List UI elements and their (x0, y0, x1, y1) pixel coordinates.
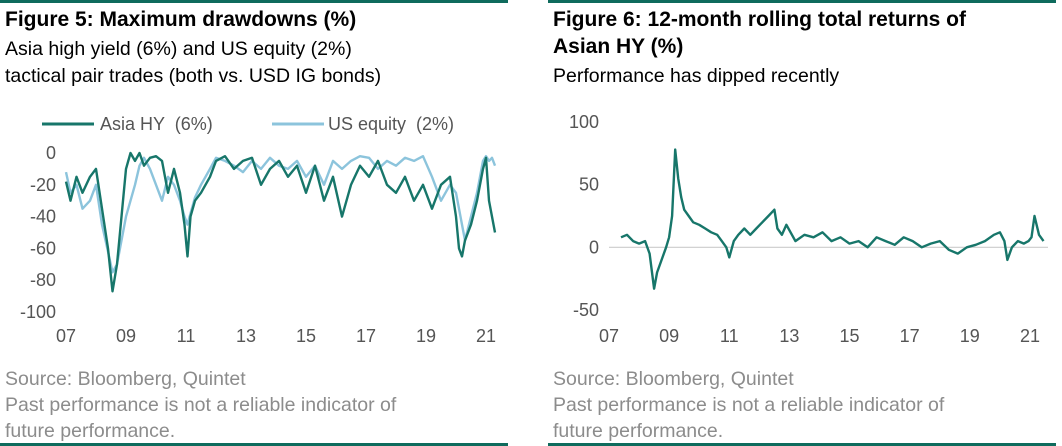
figure-6-title-line1: Figure 6: 12-month rolling total returns… (553, 8, 967, 31)
top-rule (548, 0, 1056, 3)
disclaimer-line: future performance. (5, 420, 176, 442)
y-tick-label: -20 (30, 175, 56, 195)
bottom-rule (0, 443, 508, 446)
source-note: Source: Bloomberg, Quintet (553, 368, 794, 390)
figure-5-panel: Figure 5: Maximum drawdowns (%) Asia hig… (0, 0, 510, 446)
y-tick-label: -80 (30, 270, 56, 290)
figure-5-title: Figure 5: Maximum drawdowns (%) (5, 8, 357, 31)
y-tick-label: -60 (30, 238, 56, 258)
disclaimer-line: Past performance is not a reliable indic… (5, 394, 397, 416)
legend-label: Asia HY (6%) (100, 114, 213, 134)
figure-6-subtitle: Performance has dipped recently (553, 65, 840, 87)
disclaimer-line: Past performance is not a reliable indic… (553, 394, 945, 416)
x-tick-label: 15 (840, 326, 860, 346)
y-tick-label: 50 (579, 175, 599, 195)
y-tick-label: 0 (589, 237, 599, 257)
figure-5-footer: Source: Bloomberg, Quintet Past performa… (5, 366, 396, 444)
x-tick-label: 15 (296, 326, 316, 346)
figure-5-subtitle-line1: Asia high yield (6%) and US equity (2%) (5, 38, 352, 60)
x-tick-label: 11 (720, 326, 739, 346)
legend-label: US equity (2%) (328, 114, 454, 134)
x-tick-label: 21 (476, 326, 496, 346)
x-tick-label: 09 (116, 326, 136, 346)
x-tick-label: 13 (779, 326, 799, 346)
series-line-1 (620, 148, 1045, 290)
y-tick-label: -100 (20, 302, 56, 322)
x-tick-label: 09 (659, 326, 679, 346)
figure-6-title-line2: Asian HY (%) (553, 35, 684, 58)
x-tick-label: 07 (56, 326, 76, 346)
figure-6-footer: Source: Bloomberg, Quintet Past performa… (553, 366, 944, 444)
x-tick-label: 07 (599, 326, 619, 346)
x-tick-label: 11 (177, 326, 196, 346)
figure-5-subtitle-line2: tactical pair trades (both vs. USD IG bo… (5, 65, 382, 87)
x-tick-label: 13 (236, 326, 256, 346)
y-tick-label: 100 (569, 112, 599, 132)
x-tick-label: 19 (960, 326, 980, 346)
x-tick-label: 21 (1020, 326, 1040, 346)
x-tick-label: 17 (900, 326, 920, 346)
figure-6-panel: Figure 6: 12-month rolling total returns… (548, 0, 1062, 446)
bottom-rule (548, 443, 1056, 446)
series-line-2 (64, 154, 497, 274)
source-note: Source: Bloomberg, Quintet (5, 368, 246, 390)
y-tick-label: 0 (46, 143, 56, 163)
x-tick-label: 17 (356, 326, 376, 346)
x-tick-label: 19 (416, 326, 436, 346)
series-line-1 (64, 151, 497, 293)
disclaimer-line: future performance. (553, 420, 724, 442)
drawdown-chart: Asia HY (6%) US equity (2%) 0 -20 -40 -60 -80… (20, 114, 497, 346)
top-rule (0, 0, 508, 3)
rolling-returns-chart: 100 50 0 -50 07 09 11 13 15 17 19 21 (569, 112, 1048, 346)
y-tick-label: -40 (30, 207, 56, 227)
chart-legend: Asia HY (6%) US equity (2%) (42, 114, 454, 134)
y-tick-label: -50 (573, 300, 599, 320)
